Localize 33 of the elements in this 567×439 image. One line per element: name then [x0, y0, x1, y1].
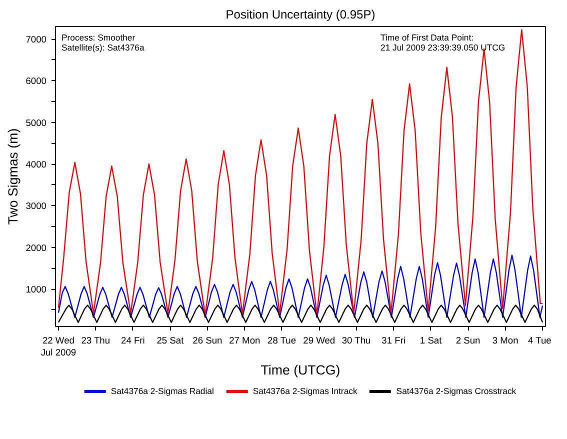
y-tick-label: 3000: [26, 201, 47, 212]
x-tick-label: 28 Tue: [268, 336, 296, 346]
x-tick-label: 1 Sat: [420, 336, 442, 346]
legend-label: Sat4376a 2-Sigmas Radial: [110, 386, 214, 396]
y-tick-label: 2000: [26, 242, 47, 253]
x-axis-title: Time (UTCG): [260, 362, 340, 378]
x-tick-label: 25 Sat: [156, 336, 184, 346]
x-tick-label: 27 Mon: [229, 336, 260, 346]
y-tick-label: 5000: [26, 118, 47, 128]
legend-label: Sat4376a 2-Sigmas Intrack: [252, 386, 358, 396]
y-tick-label: 1000: [26, 284, 47, 294]
x-tick-label: 3 Mon: [492, 336, 518, 346]
line-series: [58, 29, 544, 316]
chart-title: Position Uncertainty (0.95P): [226, 8, 376, 22]
x-tick-label: 4 Tue: [528, 336, 552, 346]
x-tick-label: 26 Sun: [192, 336, 222, 346]
y-tick-label: 4000: [26, 160, 47, 170]
y-axis-title: Two Sigmas (m): [6, 128, 21, 225]
annotation: 21 Jul 2009 23:39:39.050 UTCG: [380, 42, 506, 52]
annotation: Time of First Data Point:: [380, 32, 474, 42]
x-tick-label: 2 Sun: [456, 336, 480, 346]
x-tick-label: 30 Thu: [342, 336, 371, 346]
x-tick-label: 23 Thu: [81, 336, 110, 346]
line-series: [58, 254, 544, 318]
legend-label: Sat4376a 2-Sigmas Crosstrack: [396, 386, 516, 396]
x-tick-label: 24 Fri: [121, 336, 145, 346]
y-tick-label: 6000: [26, 76, 47, 86]
x-tick-label: 29 Wed: [303, 336, 336, 346]
y-tick-label: 7000: [26, 34, 47, 44]
annotation: Process: Smoother: [62, 32, 136, 42]
x-tick-label: 22 Wed Jul 2009: [40, 336, 76, 358]
x-tick-label: 31 Fri: [382, 336, 406, 346]
annotation: Satellite(s): Sat4376a: [62, 42, 144, 52]
